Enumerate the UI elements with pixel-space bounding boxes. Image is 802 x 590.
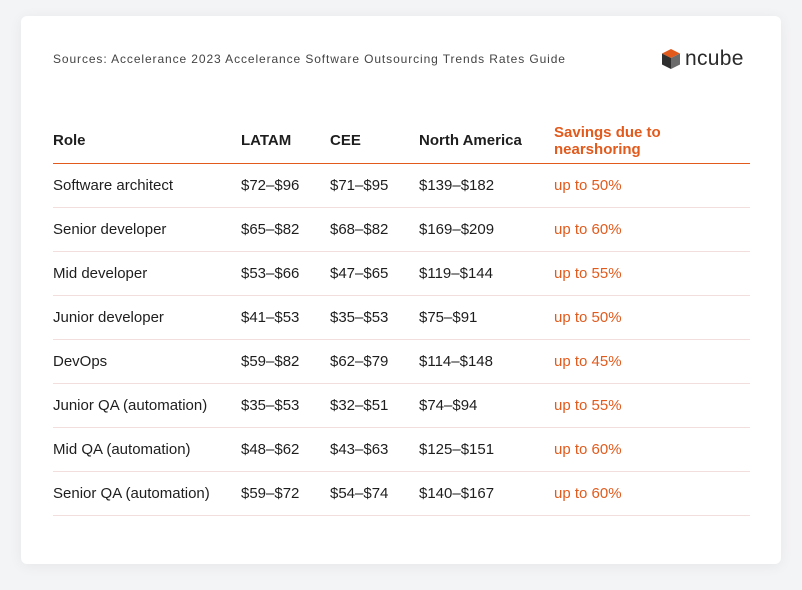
cell-cee: $32–$51 (330, 383, 419, 428)
cell-savings: up to 60% (554, 471, 750, 516)
cell-role: DevOps (53, 339, 241, 384)
table-row: Junior developer $41–$53 $35–$53 $75–$91… (53, 295, 750, 340)
cell-role: Software architect (53, 163, 241, 208)
cell-north-america: $75–$91 (419, 295, 554, 340)
header-north-america: North America (419, 118, 554, 164)
cell-savings: up to 60% (554, 427, 750, 472)
cell-cee: $47–$65 (330, 251, 419, 296)
cell-north-america: $139–$182 (419, 163, 554, 208)
cell-role: Mid QA (automation) (53, 427, 241, 472)
cell-latam: $35–$53 (241, 383, 330, 428)
table-row: Software architect $72–$96 $71–$95 $139–… (53, 163, 750, 208)
cell-role: Junior QA (automation) (53, 383, 241, 428)
table-row: Senior developer $65–$82 $68–$82 $169–$2… (53, 207, 750, 252)
header-role: Role (53, 118, 241, 164)
cell-cee: $35–$53 (330, 295, 419, 340)
cell-savings: up to 60% (554, 207, 750, 252)
cell-cee: $43–$63 (330, 427, 419, 472)
table-body: Software architect $72–$96 $71–$95 $139–… (53, 163, 750, 516)
ncube-logo: ncube (661, 48, 744, 70)
header-latam: LATAM (241, 118, 330, 164)
cell-latam: $59–$82 (241, 339, 330, 384)
cell-savings: up to 55% (554, 251, 750, 296)
rates-table: Role LATAM CEE North America Savings due… (53, 118, 750, 516)
table-row: Junior QA (automation) $35–$53 $32–$51 $… (53, 383, 750, 428)
cell-cee: $68–$82 (330, 207, 419, 252)
table-row: DevOps $59–$82 $62–$79 $114–$148 up to 4… (53, 339, 750, 384)
table-header-row: Role LATAM CEE North America Savings due… (53, 118, 750, 164)
cell-role: Senior QA (automation) (53, 471, 241, 516)
cell-latam: $72–$96 (241, 163, 330, 208)
cell-north-america: $169–$209 (419, 207, 554, 252)
cell-north-america: $125–$151 (419, 427, 554, 472)
table-row: Senior QA (automation) $59–$72 $54–$74 $… (53, 471, 750, 516)
table-row: Mid QA (automation) $48–$62 $43–$63 $125… (53, 427, 750, 472)
cell-latam: $41–$53 (241, 295, 330, 340)
header-cee: CEE (330, 118, 419, 164)
cell-north-america: $140–$167 (419, 471, 554, 516)
table-row: Mid developer $53–$66 $47–$65 $119–$144 … (53, 251, 750, 296)
cell-savings: up to 50% (554, 163, 750, 208)
cell-role: Senior developer (53, 207, 241, 252)
cell-cee: $71–$95 (330, 163, 419, 208)
logo-text: ncube (685, 47, 744, 70)
cell-latam: $65–$82 (241, 207, 330, 252)
cell-latam: $53–$66 (241, 251, 330, 296)
header-savings: Savings due to nearshoring (554, 118, 750, 164)
cell-cee: $54–$74 (330, 471, 419, 516)
cube-logo-icon (662, 49, 680, 69)
cell-savings: up to 45% (554, 339, 750, 384)
cell-latam: $59–$72 (241, 471, 330, 516)
cell-north-america: $114–$148 (419, 339, 554, 384)
cell-north-america: $74–$94 (419, 383, 554, 428)
cell-cee: $62–$79 (330, 339, 419, 384)
cell-role: Junior developer (53, 295, 241, 340)
cell-north-america: $119–$144 (419, 251, 554, 296)
cell-savings: up to 50% (554, 295, 750, 340)
sources-caption: Sources: Accelerance 2023 Accelerance So… (53, 52, 566, 66)
cell-role: Mid developer (53, 251, 241, 296)
cell-latam: $48–$62 (241, 427, 330, 472)
cell-savings: up to 55% (554, 383, 750, 428)
